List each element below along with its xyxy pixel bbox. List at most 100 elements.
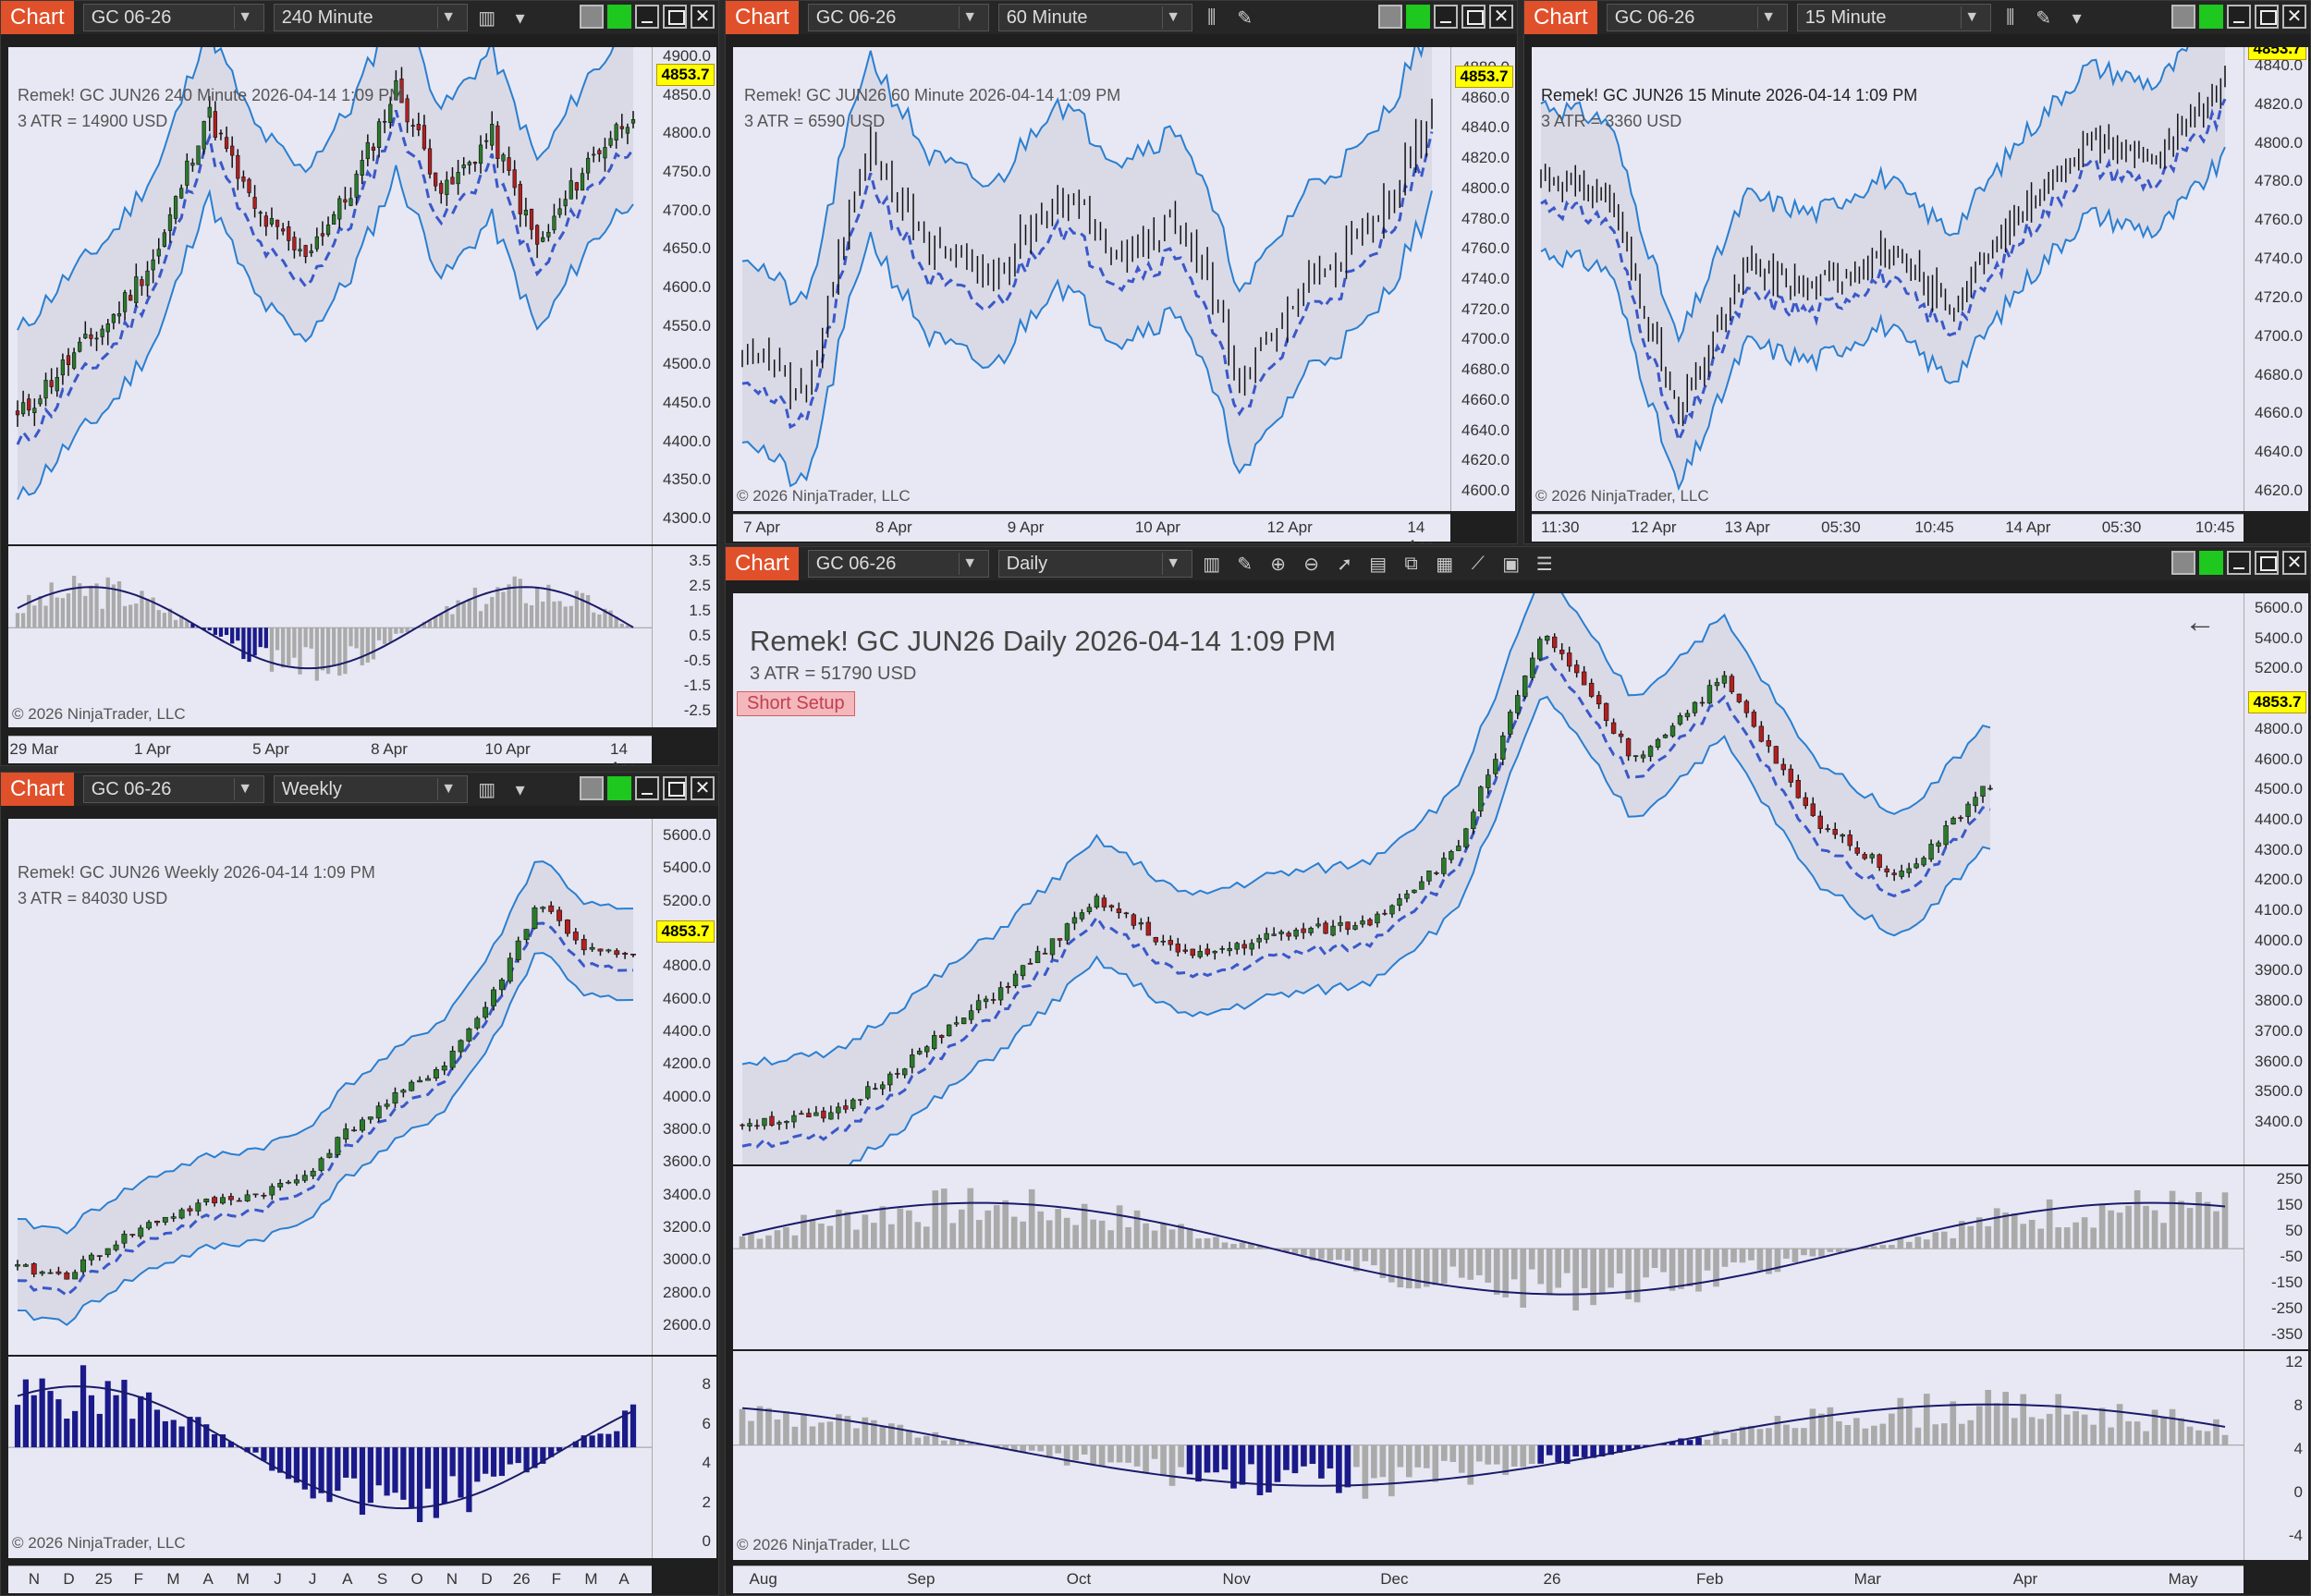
- instrument-selector[interactable]: GC 06-26 ▼: [1606, 4, 1788, 31]
- link-color-button[interactable]: [2199, 551, 2223, 575]
- link-button[interactable]: [2171, 5, 2195, 29]
- strategies-icon[interactable]: ⟋: [1471, 553, 1485, 574]
- chart-tab[interactable]: Chart: [726, 1, 799, 34]
- histogram-bar: [156, 610, 161, 628]
- interval-selector[interactable]: 240 Minute ▼: [273, 4, 468, 31]
- candle-body: [1795, 779, 1802, 798]
- maximize-button[interactable]: [663, 776, 687, 800]
- price-panel[interactable]: Remek! GC JUN26 Daily 2026-04-14 1:09 PM…: [733, 593, 2308, 1164]
- bar-style-icon[interactable]: ▥: [478, 779, 496, 800]
- minimize-button[interactable]: [2227, 551, 2251, 575]
- maximize-button[interactable]: [2255, 551, 2279, 575]
- link-color-button[interactable]: [607, 5, 631, 29]
- price-axis[interactable]: 4840.0 4820.0 4800.0 4780.0 4760.0 4740.0 4720…: [2244, 47, 2308, 511]
- link-button[interactable]: [580, 5, 604, 29]
- candle-body: [1677, 715, 1683, 725]
- instrument-selector[interactable]: GC 06-26 ▼: [82, 775, 264, 803]
- histogram-bar: [167, 608, 173, 628]
- chart-tab[interactable]: Chart: [1, 1, 74, 34]
- chart-tab[interactable]: Chart: [1524, 1, 1597, 34]
- maximize-button[interactable]: [663, 5, 687, 29]
- bar-style-icon[interactable]: ▥: [1203, 554, 1221, 575]
- back-arrow-icon[interactable]: ←: [2184, 604, 2216, 640]
- close-button[interactable]: ✕: [2282, 551, 2306, 575]
- link-button[interactable]: [580, 776, 604, 800]
- list-icon[interactable]: ☰: [1535, 554, 1553, 575]
- price-panel[interactable]: Remek! GC JUN26 Weekly 2026-04-14 1:09 P…: [8, 819, 716, 1355]
- price-axis[interactable]: 4880.04860.04840.04820.04800.04780.04760…: [1450, 47, 1515, 511]
- data-box-icon[interactable]: ▤: [1369, 554, 1388, 575]
- price-panel[interactable]: Remek! GC JUN26 240 Minute 2026-04-14 1:…: [8, 47, 716, 544]
- instrument-selector[interactable]: GC 06-26 ▼: [82, 4, 264, 31]
- histogram-bar: [1388, 1249, 1395, 1283]
- price-tick-label: 5600.0: [2255, 599, 2303, 616]
- date-tick-label: 14 Apr: [1407, 518, 1431, 543]
- templates-icon[interactable]: ▣: [1502, 554, 1521, 575]
- maximize-button[interactable]: [1461, 5, 1486, 29]
- candle-body: [603, 147, 607, 159]
- interval-selector[interactable]: 15 Minute ▼: [1796, 4, 1991, 31]
- histogram-bar: [791, 1426, 799, 1445]
- price-axis[interactable]: 5600.05400.05200.05000.04800.04600.04400…: [652, 819, 716, 1355]
- histogram-bar: [748, 1420, 754, 1445]
- link-color-button[interactable]: [607, 776, 631, 800]
- candle-body: [15, 1264, 20, 1267]
- histogram-bar: [1809, 1408, 1816, 1445]
- pencil-icon[interactable]: ✎: [2036, 7, 2052, 29]
- chevron-down-icon[interactable]: ▾: [515, 7, 525, 29]
- price-tick-label: 4400.0: [663, 1022, 711, 1040]
- zoom-out-icon[interactable]: ⊖: [1303, 554, 1320, 575]
- maximize-button[interactable]: [2255, 5, 2279, 29]
- indicators-icon[interactable]: ▦: [1436, 554, 1454, 575]
- close-button[interactable]: ✕: [691, 5, 715, 29]
- instrument-selector[interactable]: GC 06-26 ▼: [807, 550, 989, 578]
- chart-tab[interactable]: Chart: [1, 773, 74, 806]
- instrument-selector[interactable]: GC 06-26 ▼: [807, 4, 989, 31]
- chevron-down-icon[interactable]: ▾: [515, 779, 525, 800]
- chevron-down-icon[interactable]: ▾: [2072, 7, 2082, 29]
- price-axis[interactable]: 5600.05400.05200.05000.04800.04600.04500…: [2244, 593, 2308, 1164]
- minimize-button[interactable]: [1434, 5, 1458, 29]
- cursor-icon[interactable]: ➚: [1337, 554, 1353, 575]
- price-axis[interactable]: 4900.0 4850.0 4800.0 4750.0 4700.0 4650.0 4600…: [652, 47, 716, 544]
- link-button[interactable]: [1378, 5, 1402, 29]
- histogram-bar: [1923, 1239, 1930, 1249]
- chevron-down-icon: ▼: [1161, 553, 1184, 575]
- close-button[interactable]: ✕: [1489, 5, 1513, 29]
- bar-style-icon[interactable]: ⫼: [1207, 6, 1217, 28]
- histogram-bar: [1414, 1444, 1422, 1468]
- close-button[interactable]: ✕: [691, 776, 715, 800]
- interval-selector[interactable]: Weekly ▼: [273, 775, 468, 803]
- histogram-bar: [2160, 1223, 2167, 1249]
- minimize-button[interactable]: [635, 776, 659, 800]
- candle-body: [269, 218, 275, 225]
- chart-trader-icon[interactable]: ⧉: [1404, 553, 1418, 574]
- date-tick-label: J: [274, 1570, 282, 1588]
- price-panel[interactable]: Remek! GC JUN26 60 Minute 2026-04-14 1:0…: [733, 47, 1515, 511]
- bar-style-icon[interactable]: ⫼: [2006, 6, 2015, 28]
- interval-selector[interactable]: 60 Minute ▼: [997, 4, 1192, 31]
- price-plot: [740, 593, 1993, 1164]
- pencil-icon[interactable]: ✎: [1237, 554, 1253, 575]
- candle-body: [1729, 676, 1735, 692]
- histogram-bar: [1344, 1249, 1351, 1261]
- close-button[interactable]: ✕: [2282, 5, 2306, 29]
- link-color-button[interactable]: [1406, 5, 1430, 29]
- minimize-button[interactable]: [635, 5, 659, 29]
- pencil-icon[interactable]: ✎: [1237, 7, 1253, 29]
- chart-tab[interactable]: Chart: [726, 547, 799, 580]
- link-button[interactable]: [2171, 551, 2195, 575]
- histogram-bar: [445, 605, 449, 628]
- histogram-bar: [1625, 1444, 1632, 1451]
- histogram-bar: [252, 627, 257, 656]
- short-setup-button[interactable]: Short Setup: [737, 691, 855, 716]
- price-panel[interactable]: Remek! GC JUN26 15 Minute 2026-04-14 1:0…: [1532, 47, 2308, 511]
- bar-style-icon[interactable]: ▥: [478, 7, 496, 29]
- zoom-in-icon[interactable]: ⊕: [1270, 554, 1287, 575]
- price-tick-label: 3200.0: [663, 1218, 711, 1236]
- histogram-bar: [2090, 1424, 2097, 1445]
- link-color-button[interactable]: [2199, 5, 2223, 29]
- minimize-button[interactable]: [2227, 5, 2251, 29]
- histogram-bar: [1168, 1229, 1176, 1249]
- interval-selector[interactable]: Daily ▼: [997, 550, 1192, 578]
